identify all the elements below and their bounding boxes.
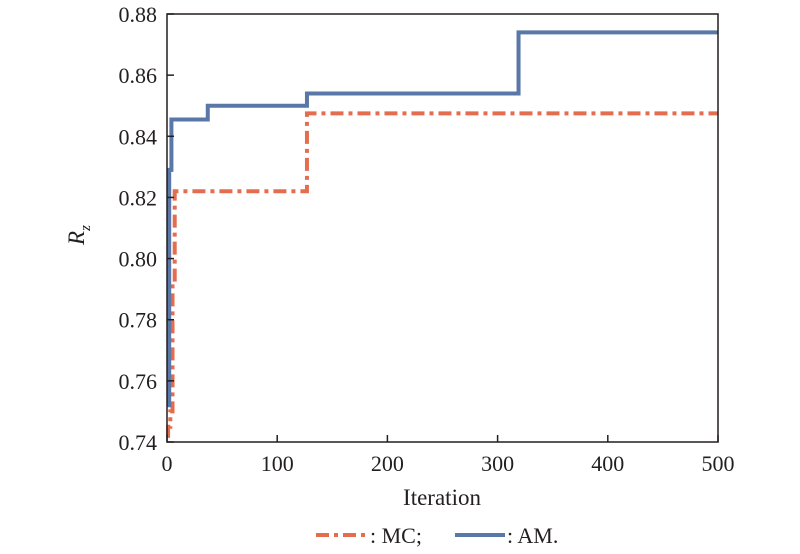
y-axis-label-subscript: z [78,225,94,232]
y-tick-label: 0.82 [119,185,158,210]
x-tick-label: 300 [481,451,514,476]
plot-lines [166,30,718,438]
y-tick-label: 0.74 [119,430,158,455]
svg-text:Rz: Rz [64,225,94,246]
y-axis-label-main: R [64,231,89,246]
legend-label-mc: : MC; [370,523,422,548]
plot-frame [166,13,719,443]
series-line-am [167,30,718,408]
legend-label-am: : AM. [507,523,558,548]
x-axis-ticks [166,435,719,442]
y-axis-tick-labels: 0.74 0.76 0.78 0.80 0.82 0.84 0.86 0.88 [119,2,158,455]
x-tick-label: 100 [261,451,294,476]
x-axis-tick-labels: 0 100 200 300 400 500 [162,451,735,476]
y-tick-label: 0.78 [119,308,158,333]
y-tick-label: 0.80 [119,247,158,272]
y-tick-label: 0.76 [119,369,158,394]
y-tick-label: 0.84 [119,124,158,149]
x-axis-label: Iteration [403,485,481,510]
x-tick-label: 500 [702,451,735,476]
y-tick-label: 0.88 [119,2,158,27]
y-axis-ticks [167,13,174,443]
legend: : MC; : AM. [316,523,558,548]
x-tick-label: 0 [162,451,173,476]
series-line-mc [166,111,718,438]
x-tick-label: 400 [591,451,624,476]
x-tick-label: 200 [371,451,404,476]
y-tick-label: 0.86 [119,63,158,88]
y-axis-label: Rz [64,225,94,246]
